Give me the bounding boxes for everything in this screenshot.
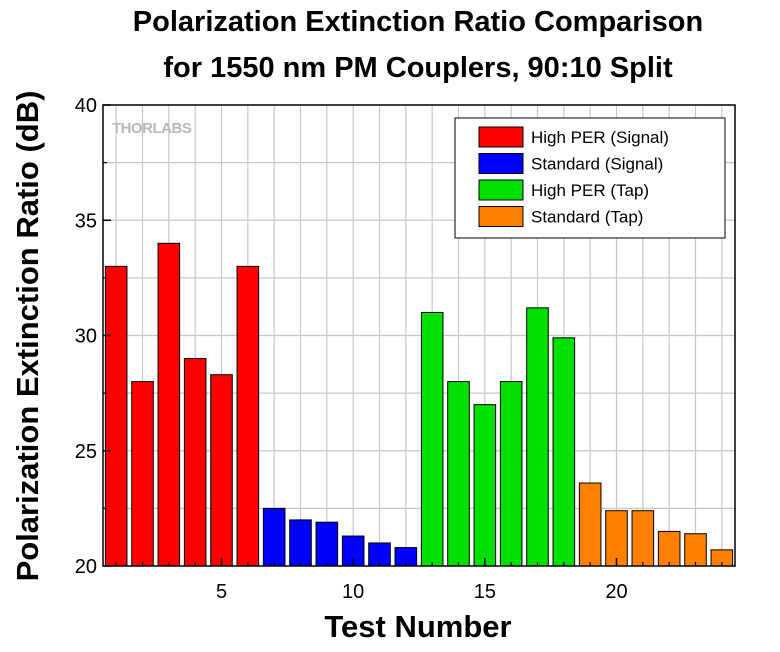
legend-swatch: [478, 126, 524, 148]
bar: [157, 242, 181, 567]
bars: [104, 242, 734, 567]
x-tick-label: 5: [216, 581, 227, 603]
bar: [526, 307, 549, 567]
x-tick-label: 15: [474, 581, 496, 603]
legend-label: High PER (Signal): [531, 128, 669, 147]
bar: [631, 510, 655, 567]
y-tick-label: 35: [75, 210, 97, 232]
legend-swatch: [478, 206, 524, 227]
bar: [210, 374, 233, 567]
y-tick-label: 25: [75, 441, 97, 463]
bar: [262, 507, 286, 567]
y-tick-label: 40: [75, 95, 97, 117]
bar: [236, 265, 260, 567]
legend: High PER (Signal) Standard (Signal) High P…: [454, 117, 726, 239]
bar: [552, 337, 576, 567]
x-axis-label: Test Number: [324, 609, 511, 644]
thorlabs-watermark: THORLABS: [112, 120, 192, 137]
bar: [104, 265, 128, 567]
bar: [447, 381, 470, 567]
chart-title-line1: Polarization Extinction Ratio Comparison: [133, 6, 703, 38]
chart-title-line2: for 1550 nm PM Couplers, 90:10 Split: [163, 52, 673, 84]
bar: [315, 521, 339, 567]
bar: [684, 533, 707, 567]
bar: [578, 482, 602, 567]
bar: [289, 519, 312, 567]
bar: [183, 358, 207, 567]
bar: [657, 530, 681, 567]
y-tick-label: 20: [75, 556, 97, 578]
bar: [499, 381, 523, 567]
legend-label: Standard (Signal): [531, 155, 663, 174]
y-axis-label: Polarization Extinction Ratio (dB): [10, 91, 45, 582]
axes: 5 10 15 20 20 25 30 35 40: [75, 95, 723, 603]
bar: [420, 311, 444, 567]
legend-swatch: [478, 153, 524, 174]
bar: [605, 510, 628, 567]
legend-swatch: [478, 179, 524, 201]
bar: [131, 381, 154, 567]
x-tick-label: 10: [342, 581, 364, 603]
x-tick-label: 20: [605, 581, 627, 603]
bar: [473, 404, 497, 567]
legend-label: Standard (Tap): [531, 208, 643, 227]
y-tick-label: 30: [75, 326, 97, 348]
legend-label: High PER (Tap): [531, 181, 649, 200]
